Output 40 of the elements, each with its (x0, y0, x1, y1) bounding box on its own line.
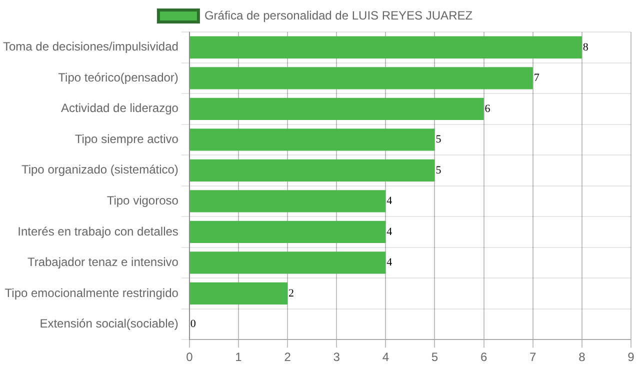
bar (190, 67, 533, 90)
x-tick-label: 6 (480, 350, 488, 364)
x-tick-label: 3 (333, 350, 340, 364)
y-tick-label: Extensión social(sociable) (40, 316, 178, 331)
bar (190, 98, 484, 120)
data-label: 4 (386, 256, 393, 269)
y-tick-label: Trabajador tenaz e intensivo (27, 255, 179, 270)
data-label: 7 (534, 72, 540, 84)
y-tick-label: Tipo siempre activo (74, 132, 179, 146)
y-tick-label: Tipo emocionalmente restringido (4, 286, 179, 300)
y-tick-label: Interés en trabajo con detalles (18, 224, 178, 238)
data-label: 5 (436, 164, 442, 176)
x-tick-label: 9 (628, 350, 635, 364)
data-label: 4 (386, 195, 393, 208)
x-tick-label: 0 (186, 350, 194, 364)
y-tick-label: Toma de decisiones/impulsividad (2, 40, 178, 54)
x-tick-label: 1 (235, 350, 242, 364)
data-label: 6 (484, 102, 491, 115)
bar (190, 128, 435, 151)
data-label: 4 (386, 226, 393, 238)
x-tick-label: 4 (382, 350, 390, 364)
x-tick-label: 5 (431, 350, 438, 364)
bar (190, 252, 386, 274)
data-label: 2 (288, 287, 294, 300)
y-tick-label: Tipo vigoroso (106, 193, 179, 208)
y-tick-label: Actividad de liderazgo (61, 101, 179, 116)
data-label: 8 (582, 41, 589, 54)
legend-label: Gráfica de personalidad de LUIS REYES JUAREZ (204, 8, 473, 22)
bar (190, 159, 435, 182)
y-tick-label: Tipo organizado (sistemático) (21, 162, 178, 177)
bar (190, 36, 582, 58)
bar (190, 282, 288, 305)
bar (190, 220, 386, 244)
x-tick-label: 2 (284, 350, 292, 364)
x-tick-label: 8 (578, 350, 586, 364)
data-label: 5 (436, 134, 442, 146)
data-label: 0 (190, 318, 196, 330)
bar (190, 190, 386, 212)
x-tick-label: 7 (530, 350, 537, 364)
y-tick-label: Tipo teórico(pensador) (58, 70, 178, 84)
